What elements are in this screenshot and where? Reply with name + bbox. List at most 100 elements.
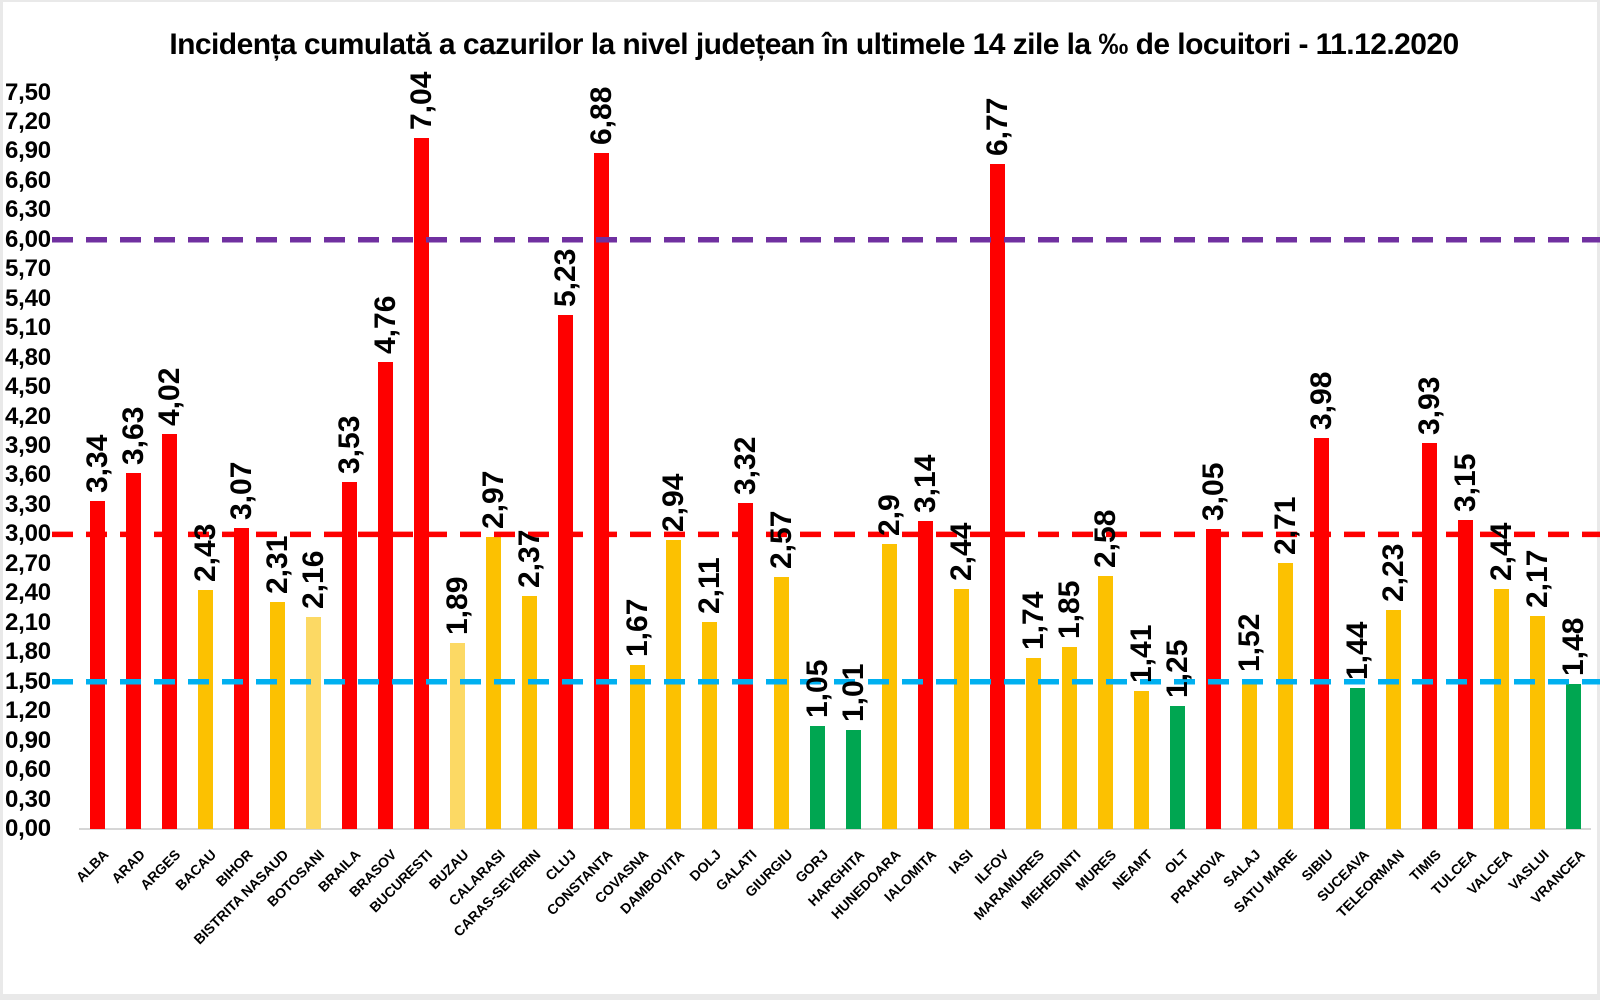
category-label-neamt: NEAMT — [1109, 846, 1156, 893]
y-tick-label: 5,10 — [5, 314, 51, 341]
value-label: 2,94 — [657, 473, 690, 532]
value-label: 4,76 — [369, 295, 402, 354]
value-label: 1,25 — [1161, 639, 1194, 698]
bar-harghita — [846, 729, 861, 829]
value-label: 2,31 — [261, 535, 294, 594]
bar-tulcea — [1458, 519, 1473, 829]
y-tick-label: 0,90 — [5, 727, 51, 754]
value-label: 2,17 — [1521, 549, 1554, 608]
bar-ilfov — [990, 164, 1005, 829]
bar-ialomita — [918, 520, 933, 829]
bar-bucuresti — [414, 137, 429, 829]
bar-gorj — [810, 725, 825, 829]
value-label: 2,43 — [189, 523, 222, 582]
value-label: 2,23 — [1377, 543, 1410, 602]
value-label: 2,57 — [765, 510, 798, 569]
bar-constanta — [594, 153, 609, 829]
bar-maramures — [1026, 658, 1041, 829]
y-tick-label: 2,40 — [5, 579, 51, 606]
bar-vaslui — [1530, 615, 1545, 829]
value-label: 1,67 — [621, 598, 654, 657]
bar-iasi — [954, 589, 969, 829]
value-label: 1,52 — [1233, 613, 1266, 672]
y-tick-label: 1,20 — [5, 697, 51, 724]
y-tick-label: 2,70 — [5, 550, 51, 577]
bar-olt — [1170, 706, 1185, 829]
value-label: 2,9 — [873, 494, 906, 536]
value-label: 3,98 — [1305, 371, 1338, 430]
bar-dambovita — [666, 540, 681, 829]
value-label: 2,71 — [1269, 496, 1302, 555]
bar-teleorman — [1386, 610, 1401, 829]
value-label: 3,14 — [909, 454, 942, 513]
bar-timis — [1422, 443, 1437, 829]
y-tick-label: 7,20 — [5, 108, 51, 135]
category-label-iasi: IASI — [945, 846, 976, 877]
category-label-olt: OLT — [1161, 846, 1192, 877]
value-label: 3,32 — [729, 436, 762, 495]
value-label: 3,53 — [333, 415, 366, 474]
y-tick-label: 6,90 — [5, 137, 51, 164]
bar-alba — [90, 501, 105, 829]
value-label: 2,16 — [297, 550, 330, 609]
bar-bistrita-nasaud — [270, 602, 285, 829]
bar-caras-severin — [522, 596, 537, 829]
bar-salaj — [1242, 679, 1257, 829]
y-tick-label: 5,70 — [5, 255, 51, 282]
value-label: 3,15 — [1449, 453, 1482, 512]
value-label: 6,77 — [981, 97, 1014, 156]
bar-bacau — [198, 590, 213, 829]
bar-botosani — [306, 616, 321, 829]
bar-suceava — [1350, 687, 1365, 829]
value-label: 1,44 — [1341, 621, 1374, 680]
value-label: 1,85 — [1053, 580, 1086, 639]
y-tick-label: 0,60 — [5, 756, 51, 783]
value-label: 6,88 — [585, 86, 618, 145]
y-tick-label: 6,00 — [5, 226, 51, 253]
bar-prahova — [1206, 529, 1221, 829]
bar-braila — [342, 482, 357, 829]
value-label: 1,05 — [801, 659, 834, 718]
value-label: 3,05 — [1197, 462, 1230, 521]
value-label: 3,07 — [225, 461, 258, 520]
y-tick-label: 7,50 — [5, 79, 51, 106]
bar-vrancea — [1566, 683, 1581, 829]
value-label: 2,44 — [945, 522, 978, 581]
bar-arad — [126, 472, 141, 829]
y-tick-label: 4,20 — [5, 403, 51, 430]
value-label: 7,04 — [405, 71, 438, 130]
y-tick-label: 4,50 — [5, 373, 51, 400]
bar-arges — [162, 434, 177, 829]
value-label: 3,93 — [1413, 376, 1446, 435]
bar-galati — [738, 502, 753, 829]
bar-buzau — [450, 643, 465, 829]
y-tick-label: 1,80 — [5, 638, 51, 665]
bar-sibiu — [1314, 438, 1329, 829]
bar-neamt — [1134, 690, 1149, 829]
x-axis-line — [79, 828, 1591, 830]
y-tick-label: 0,00 — [5, 815, 51, 842]
y-tick-label: 3,30 — [5, 491, 51, 518]
bar-mehedinti — [1062, 647, 1077, 829]
value-label: 4,02 — [153, 367, 186, 426]
bar-brasov — [378, 361, 393, 829]
category-label-alba: ALBA — [72, 846, 112, 886]
y-tick-label: 3,60 — [5, 461, 51, 488]
y-tick-label: 4,80 — [5, 344, 51, 371]
bar-giurgiu — [774, 576, 789, 829]
bar-satu-mare — [1278, 562, 1293, 829]
value-label: 3,34 — [81, 434, 114, 493]
value-label: 2,97 — [477, 470, 510, 529]
bar-hunedoara — [882, 544, 897, 829]
value-label: 3,63 — [117, 406, 150, 465]
value-label: 2,58 — [1089, 509, 1122, 568]
bar-calarasi — [486, 537, 501, 829]
bar-dolj — [702, 621, 717, 829]
y-tick-label: 3,00 — [5, 520, 51, 547]
chart-title: Incidența cumulată a cazurilor la nivel … — [169, 28, 1459, 61]
value-label: 2,11 — [693, 557, 726, 614]
bar-mures — [1098, 575, 1113, 829]
value-label: 2,44 — [1485, 522, 1518, 581]
chart-canvas: Incidența cumulată a cazurilor la nivel … — [3, 2, 1600, 994]
y-tick-label: 1,50 — [5, 668, 51, 695]
